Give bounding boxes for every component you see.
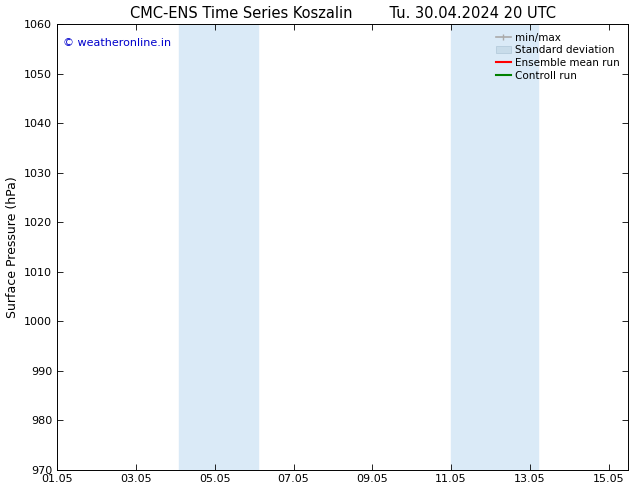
Text: © weatheronline.in: © weatheronline.in: [63, 38, 171, 48]
Title: CMC-ENS Time Series Koszalin        Tu. 30.04.2024 20 UTC: CMC-ENS Time Series Koszalin Tu. 30.04.2…: [130, 5, 556, 21]
Bar: [451, 24, 538, 469]
Bar: [179, 24, 258, 469]
Y-axis label: Surface Pressure (hPa): Surface Pressure (hPa): [6, 176, 18, 318]
Legend: min/max, Standard deviation, Ensemble mean run, Controll run: min/max, Standard deviation, Ensemble me…: [493, 30, 623, 84]
